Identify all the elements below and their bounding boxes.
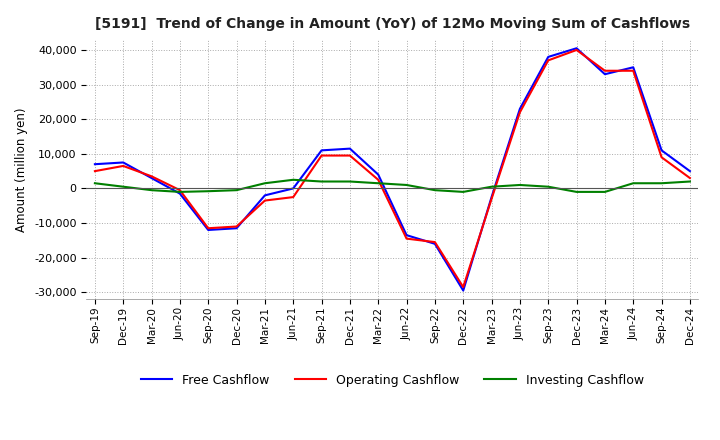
Free Cashflow — [685, 169, 694, 174]
Free Cashflow — [233, 226, 241, 231]
Free Cashflow — [487, 194, 496, 200]
Operating Cashflow — [346, 153, 354, 158]
Free Cashflow — [544, 54, 552, 59]
Free Cashflow — [346, 146, 354, 151]
Operating Cashflow — [318, 153, 326, 158]
Investing Cashflow — [261, 180, 269, 186]
Free Cashflow — [629, 65, 637, 70]
Title: [5191]  Trend of Change in Amount (YoY) of 12Mo Moving Sum of Cashflows: [5191] Trend of Change in Amount (YoY) o… — [95, 18, 690, 32]
Operating Cashflow — [374, 177, 382, 183]
Investing Cashflow — [402, 182, 411, 187]
Operating Cashflow — [261, 198, 269, 203]
Free Cashflow — [374, 172, 382, 177]
Investing Cashflow — [233, 187, 241, 193]
Operating Cashflow — [629, 68, 637, 73]
Operating Cashflow — [487, 196, 496, 202]
Operating Cashflow — [431, 239, 439, 245]
Investing Cashflow — [148, 187, 156, 193]
Investing Cashflow — [459, 189, 467, 194]
Free Cashflow — [600, 72, 609, 77]
Operating Cashflow — [176, 187, 184, 193]
Investing Cashflow — [204, 189, 212, 194]
Investing Cashflow — [572, 189, 581, 194]
Investing Cashflow — [657, 180, 666, 186]
Investing Cashflow — [289, 177, 297, 183]
Free Cashflow — [261, 193, 269, 198]
Operating Cashflow — [402, 236, 411, 241]
Y-axis label: Amount (million yen): Amount (million yen) — [16, 107, 29, 231]
Free Cashflow — [119, 160, 127, 165]
Legend: Free Cashflow, Operating Cashflow, Investing Cashflow: Free Cashflow, Operating Cashflow, Inves… — [136, 369, 649, 392]
Investing Cashflow — [487, 184, 496, 189]
Investing Cashflow — [431, 187, 439, 193]
Free Cashflow — [431, 241, 439, 246]
Operating Cashflow — [516, 110, 524, 115]
Line: Free Cashflow: Free Cashflow — [95, 48, 690, 290]
Free Cashflow — [516, 106, 524, 111]
Investing Cashflow — [91, 180, 99, 186]
Free Cashflow — [402, 232, 411, 238]
Operating Cashflow — [685, 176, 694, 181]
Investing Cashflow — [318, 179, 326, 184]
Operating Cashflow — [459, 284, 467, 290]
Operating Cashflow — [204, 226, 212, 231]
Operating Cashflow — [289, 194, 297, 200]
Free Cashflow — [204, 227, 212, 233]
Free Cashflow — [459, 288, 467, 293]
Free Cashflow — [91, 161, 99, 167]
Line: Investing Cashflow: Investing Cashflow — [95, 180, 690, 192]
Operating Cashflow — [544, 58, 552, 63]
Free Cashflow — [318, 148, 326, 153]
Free Cashflow — [657, 148, 666, 153]
Investing Cashflow — [176, 189, 184, 194]
Investing Cashflow — [346, 179, 354, 184]
Operating Cashflow — [657, 154, 666, 160]
Operating Cashflow — [233, 224, 241, 229]
Investing Cashflow — [629, 180, 637, 186]
Operating Cashflow — [572, 48, 581, 53]
Operating Cashflow — [119, 163, 127, 169]
Operating Cashflow — [600, 68, 609, 73]
Investing Cashflow — [374, 180, 382, 186]
Investing Cashflow — [600, 189, 609, 194]
Investing Cashflow — [516, 182, 524, 187]
Free Cashflow — [176, 191, 184, 196]
Investing Cashflow — [119, 184, 127, 189]
Operating Cashflow — [91, 169, 99, 174]
Investing Cashflow — [685, 179, 694, 184]
Operating Cashflow — [148, 174, 156, 179]
Free Cashflow — [572, 46, 581, 51]
Investing Cashflow — [544, 184, 552, 189]
Line: Operating Cashflow: Operating Cashflow — [95, 50, 690, 287]
Free Cashflow — [289, 186, 297, 191]
Free Cashflow — [148, 176, 156, 181]
